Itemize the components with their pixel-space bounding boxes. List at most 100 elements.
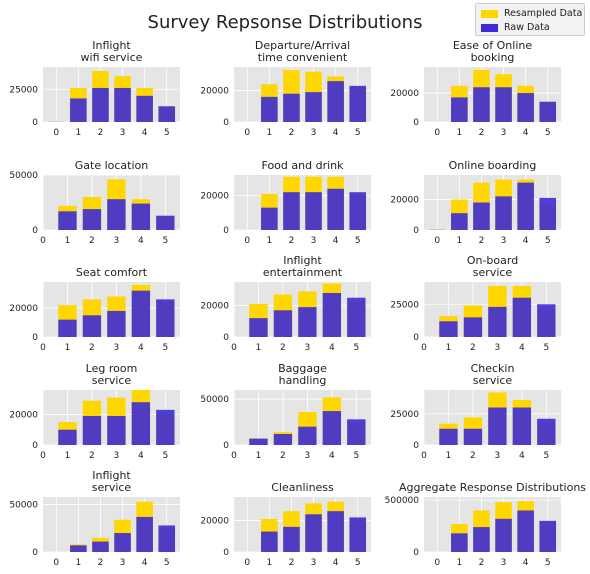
bar-raw [347, 419, 366, 445]
bar-raw [249, 438, 268, 445]
bar-raw [451, 97, 468, 122]
x-tick-label: 0 [421, 343, 427, 353]
bar-raw [495, 87, 512, 122]
bar-raw [451, 213, 468, 230]
bar-raw [473, 202, 490, 230]
bar-raw [327, 511, 344, 552]
x-tick-label: 5 [355, 128, 361, 138]
x-tick-label: 0 [231, 343, 237, 353]
x-tick-label: 4 [333, 558, 339, 568]
subplot-title: time convenient [258, 51, 348, 64]
bar-raw [495, 196, 512, 230]
bar-raw [114, 533, 131, 552]
bar-raw [537, 304, 556, 337]
bar-raw [283, 93, 300, 122]
bar-raw [451, 533, 468, 552]
subplot-13: Cleanliness 0 1 2 3 4 5 0 20000 [200, 481, 371, 568]
y-tick-label: 25000 [390, 300, 419, 310]
x-tick-label: 4 [333, 128, 339, 138]
x-tick-label: 3 [114, 236, 120, 246]
x-tick-label: 1 [65, 236, 71, 246]
bar-raw [70, 545, 87, 552]
subplot-title: entertainment [263, 266, 343, 279]
subplot-title: Gate location [75, 159, 149, 172]
bar-raw [495, 518, 512, 552]
subplot-4: Food and drink 0 1 2 3 4 5 0 20000 [200, 159, 371, 246]
x-tick-label: 1 [256, 343, 262, 353]
x-tick-label: 2 [89, 451, 95, 461]
bar-raw [512, 407, 532, 445]
bar-raw [349, 85, 367, 122]
bar-raw [539, 101, 557, 122]
bar-raw [156, 215, 175, 230]
subplot-title: Ease of Online [453, 39, 532, 52]
x-tick-label: 1 [446, 451, 452, 461]
bar-raw [322, 411, 342, 445]
bar-raw [283, 526, 300, 552]
x-tick-label: 2 [289, 236, 295, 246]
bar-raw [261, 96, 278, 122]
plot-area [424, 175, 561, 230]
y-tick-label: 25000 [390, 410, 419, 420]
bar-raw [473, 527, 490, 552]
y-tick-label: 20000 [390, 89, 419, 99]
x-tick-label: 2 [289, 128, 295, 138]
subplot-title: Online boarding [449, 159, 537, 172]
x-tick-label: 0 [53, 558, 59, 568]
bar-raw [488, 306, 507, 337]
x-tick-label: 1 [75, 128, 81, 138]
x-tick-label: 5 [545, 236, 551, 246]
bar-raw [305, 192, 322, 230]
x-tick-label: 4 [523, 558, 529, 568]
bar-raw [349, 192, 367, 230]
x-tick-label: 4 [523, 236, 529, 246]
bar-raw [131, 290, 151, 337]
y-tick-label: 50000 [9, 501, 38, 511]
x-tick-label: 3 [120, 558, 126, 568]
y-tick-label: 0 [32, 226, 38, 236]
subplot-6: Seat comfort 0 1 2 3 4 5 0 20000 [9, 266, 180, 353]
x-tick-label: 4 [329, 343, 335, 353]
bar-raw [131, 203, 151, 230]
x-tick-label: 3 [311, 128, 317, 138]
x-tick-label: 4 [138, 343, 144, 353]
y-tick-label: 0 [32, 548, 38, 558]
x-tick-label: 2 [89, 343, 95, 353]
x-tick-label: 3 [311, 236, 317, 246]
x-tick-label: 2 [280, 343, 286, 353]
y-tick-label: 0 [413, 548, 419, 558]
x-tick-label: 5 [355, 558, 361, 568]
bar-raw [58, 429, 77, 445]
bar-raw [156, 299, 175, 337]
x-tick-label: 2 [479, 128, 485, 138]
x-tick-label: 0 [244, 128, 250, 138]
x-tick-label: 3 [501, 236, 507, 246]
bar-raw [322, 293, 342, 337]
x-tick-label: 1 [456, 236, 462, 246]
x-tick-label: 1 [456, 128, 462, 138]
x-tick-label: 5 [545, 128, 551, 138]
subplot-title: Leg room [86, 362, 138, 375]
x-tick-label: 0 [434, 558, 440, 568]
x-tick-label: 3 [311, 558, 317, 568]
y-tick-label: 0 [223, 441, 229, 451]
x-tick-label: 4 [519, 343, 525, 353]
y-tick-label: 20000 [200, 192, 229, 202]
y-tick-label: 0 [223, 118, 229, 128]
bar-raw [58, 211, 77, 230]
bar-raw [261, 531, 278, 552]
y-tick-label: 0 [32, 441, 38, 451]
x-tick-label: 3 [114, 343, 120, 353]
x-tick-label: 1 [75, 558, 81, 568]
x-tick-label: 4 [138, 236, 144, 246]
x-tick-label: 2 [89, 236, 95, 246]
x-tick-label: 2 [479, 558, 485, 568]
plot-area [234, 175, 371, 230]
subplot-title: Checkin [471, 362, 515, 375]
y-tick-label: 0 [413, 226, 419, 236]
x-tick-label: 5 [355, 236, 361, 246]
bar-raw [463, 428, 483, 445]
